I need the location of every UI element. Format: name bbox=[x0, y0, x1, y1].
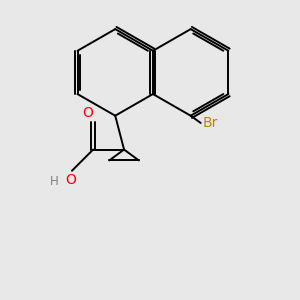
Text: Br: Br bbox=[202, 116, 218, 130]
Text: O: O bbox=[65, 173, 76, 187]
Text: H: H bbox=[50, 175, 59, 188]
Text: O: O bbox=[82, 106, 93, 120]
